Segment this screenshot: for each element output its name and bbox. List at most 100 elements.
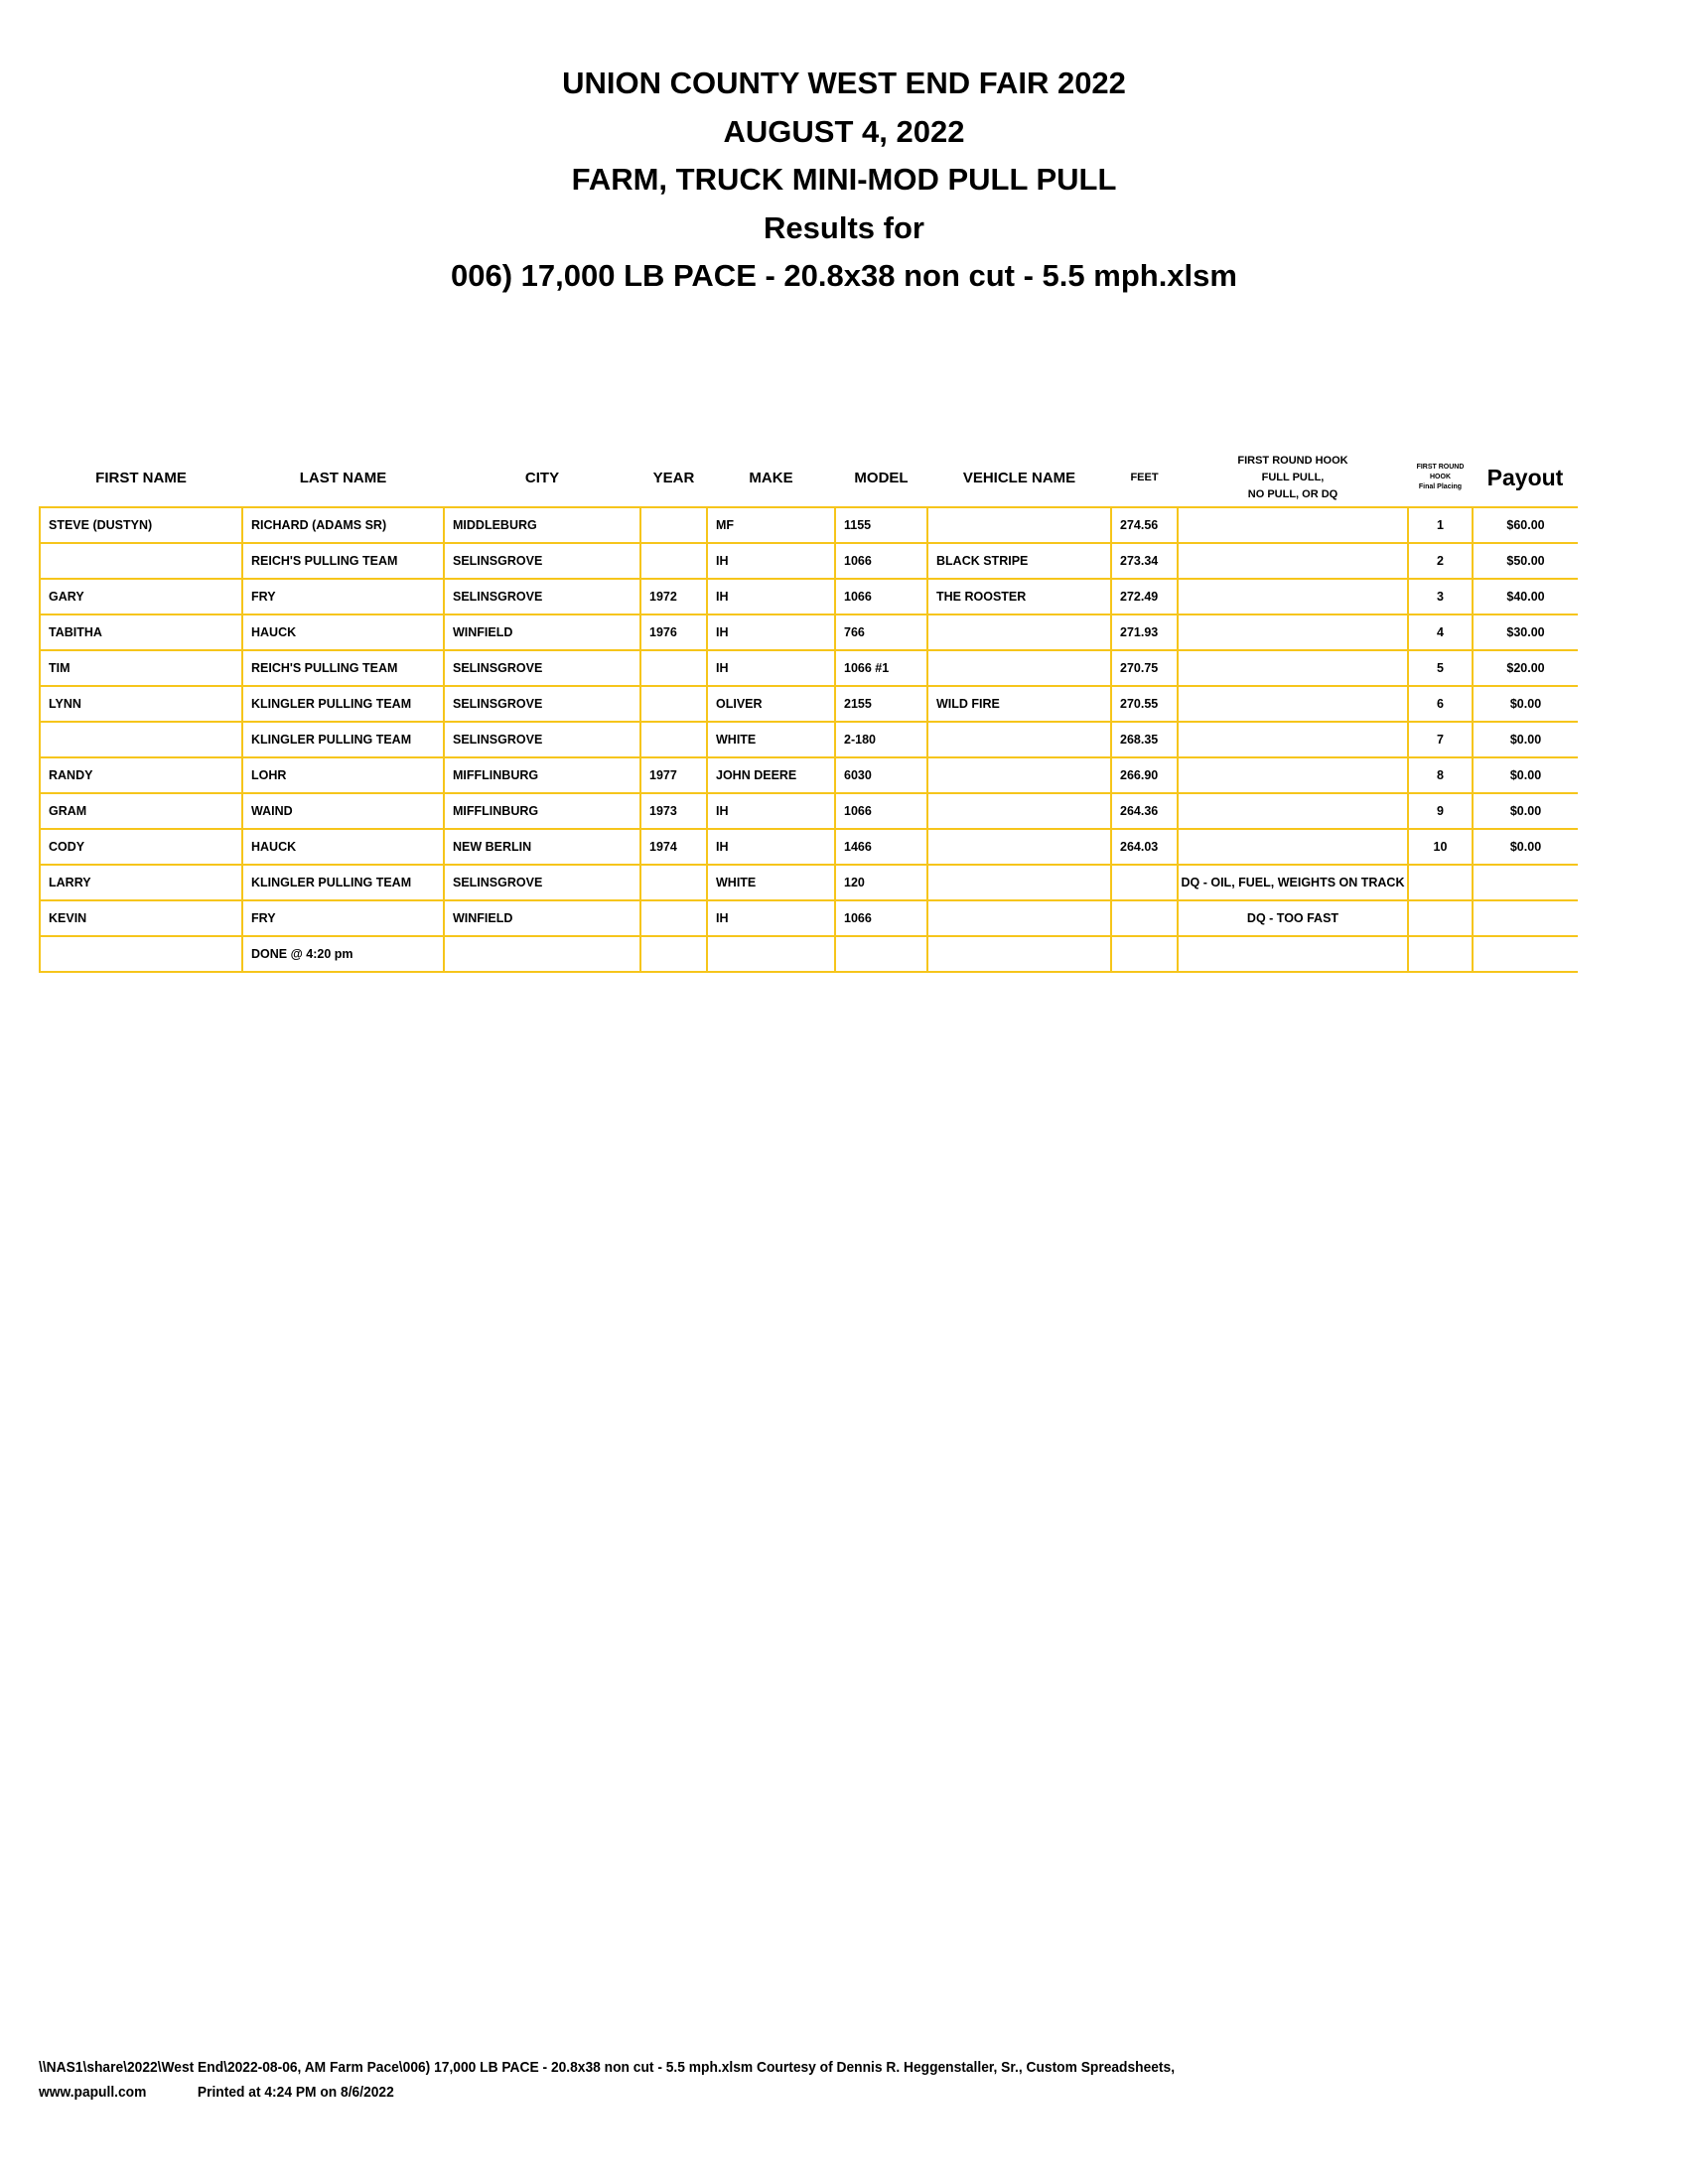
header-first-round-hook: FIRST ROUND HOOK FULL PULL, NO PULL, OR … — [1178, 449, 1408, 507]
cell-year — [639, 864, 708, 901]
cell-last: FRY — [241, 899, 445, 937]
cell-year: 1977 — [639, 756, 708, 794]
cell-first: GARY — [39, 578, 243, 615]
cell-feet: 264.03 — [1110, 828, 1179, 866]
cell-year — [639, 542, 708, 580]
cell-year — [639, 721, 708, 758]
cell-payout: $40.00 — [1472, 578, 1578, 615]
cell-first: CODY — [39, 828, 243, 866]
cell-last: HAUCK — [241, 614, 445, 651]
cell-place: 4 — [1407, 614, 1474, 651]
cell-last: WAIND — [241, 792, 445, 830]
table-row: KEVIN FRY WINFIELD IH 1066 DQ - TOO FAST — [39, 899, 1578, 937]
cell-model: 1066 — [834, 899, 928, 937]
cell-vehicle: THE ROOSTER — [926, 578, 1112, 615]
cell-feet: 264.36 — [1110, 792, 1179, 830]
event-date: AUGUST 4, 2022 — [723, 113, 965, 149]
cell-year: 1974 — [639, 828, 708, 866]
cell-model: 766 — [834, 614, 928, 651]
cell-model: 1066 — [834, 578, 928, 615]
header-placing-line: FIRST ROUND — [1416, 464, 1465, 471]
cell-payout — [1472, 899, 1578, 937]
cell-year — [639, 685, 708, 723]
cell-city: SELINSGROVE — [443, 578, 641, 615]
cell-city: WINFIELD — [443, 899, 641, 937]
cell-first: KEVIN — [39, 899, 243, 937]
cell-model: 1066 — [834, 792, 928, 830]
cell-vehicle — [926, 614, 1112, 651]
cell-model — [834, 935, 928, 973]
cell-last: FRY — [241, 578, 445, 615]
cell-hook — [1177, 792, 1409, 830]
table-row: LYNN KLINGLER PULLING TEAM SELINSGROVE OLIV… — [39, 685, 1578, 723]
cell-year — [639, 899, 708, 937]
cell-place — [1407, 864, 1474, 901]
fair-title: UNION COUNTY WEST END FAIR 2022 — [562, 66, 1126, 100]
cell-model: 1066 #1 — [834, 649, 928, 687]
table-row: DONE @ 4:20 pm — [39, 935, 1578, 973]
header-hook-line: FULL PULL, — [1261, 471, 1325, 483]
cell-payout — [1472, 864, 1578, 901]
cell-feet — [1110, 899, 1179, 937]
cell-model: 2155 — [834, 685, 928, 723]
cell-place — [1407, 899, 1474, 937]
cell-feet: 268.35 — [1110, 721, 1179, 758]
website: www.papull.com — [39, 2084, 147, 2101]
cell-feet: 270.75 — [1110, 649, 1179, 687]
header-hook-line: NO PULL, OR DQ — [1247, 487, 1338, 500]
cell-payout: $0.00 — [1472, 828, 1578, 866]
cell-make: WHITE — [706, 864, 836, 901]
table-row: REICH'S PULLING TEAM SELINSGROVE IH 1066 BLA… — [39, 542, 1578, 580]
header-first-name: FIRST NAME — [95, 469, 187, 486]
cell-city: WINFIELD — [443, 614, 641, 651]
cell-first — [39, 721, 243, 758]
cell-vehicle — [926, 721, 1112, 758]
header-placing-line: HOOK — [1430, 474, 1451, 480]
event-name: FARM, TRUCK MINI-MOD PULL PULL — [571, 162, 1117, 197]
cell-vehicle — [926, 756, 1112, 794]
cell-make: IH — [706, 614, 836, 651]
header-make: MAKE — [749, 469, 793, 486]
cell-last: KLINGLER PULLING TEAM — [241, 721, 445, 758]
cell-hook — [1177, 542, 1409, 580]
cell-feet: 273.34 — [1110, 542, 1179, 580]
cell-place — [1407, 935, 1474, 973]
cell-model: 1466 — [834, 828, 928, 866]
table-row: STEVE (DUSTYN) RICHARD (ADAMS SR) MIDDLEBU… — [39, 506, 1578, 544]
table-row: TABITHA HAUCK WINFIELD 1976 IH 766 271.93 4 $30.… — [39, 614, 1578, 651]
cell-hook: DQ - TOO FAST — [1177, 899, 1409, 937]
cell-first — [39, 542, 243, 580]
report-titles: UNION COUNTY WEST END FAIR 2022 AUGUST 4… — [0, 60, 1688, 301]
cell-payout: $20.00 — [1472, 649, 1578, 687]
cell-place: 5 — [1407, 649, 1474, 687]
header-vehicle-name: VEHICLE NAME — [962, 469, 1076, 486]
cell-payout: $0.00 — [1472, 721, 1578, 758]
cell-hook — [1177, 506, 1409, 544]
cell-vehicle: BLACK STRIPE — [926, 542, 1112, 580]
cell-feet: 274.56 — [1110, 506, 1179, 544]
header-year: YEAR — [652, 469, 695, 486]
cell-feet — [1110, 864, 1179, 901]
cell-hook — [1177, 935, 1409, 973]
cell-first: RANDY — [39, 756, 243, 794]
cell-hook — [1177, 721, 1409, 758]
cell-city: SELINSGROVE — [443, 864, 641, 901]
cell-place: 1 — [1407, 506, 1474, 544]
cell-payout: $0.00 — [1472, 792, 1578, 830]
cell-hook — [1177, 649, 1409, 687]
cell-city: SELINSGROVE — [443, 649, 641, 687]
cell-first: STEVE (DUSTYN) — [39, 506, 243, 544]
cell-year — [639, 935, 708, 973]
header-city: CITY — [524, 469, 560, 486]
cell-city — [443, 935, 641, 973]
cell-hook — [1177, 614, 1409, 651]
cell-place: 6 — [1407, 685, 1474, 723]
cell-place: 2 — [1407, 542, 1474, 580]
table-row: TIM REICH'S PULLING TEAM SELINSGROVE IH 1066… — [39, 649, 1578, 687]
cell-city: SELINSGROVE — [443, 685, 641, 723]
cell-year: 1976 — [639, 614, 708, 651]
cell-last: DONE @ 4:20 pm — [241, 935, 445, 973]
cell-model: 2-180 — [834, 721, 928, 758]
cell-feet — [1110, 935, 1179, 973]
cell-hook — [1177, 578, 1409, 615]
